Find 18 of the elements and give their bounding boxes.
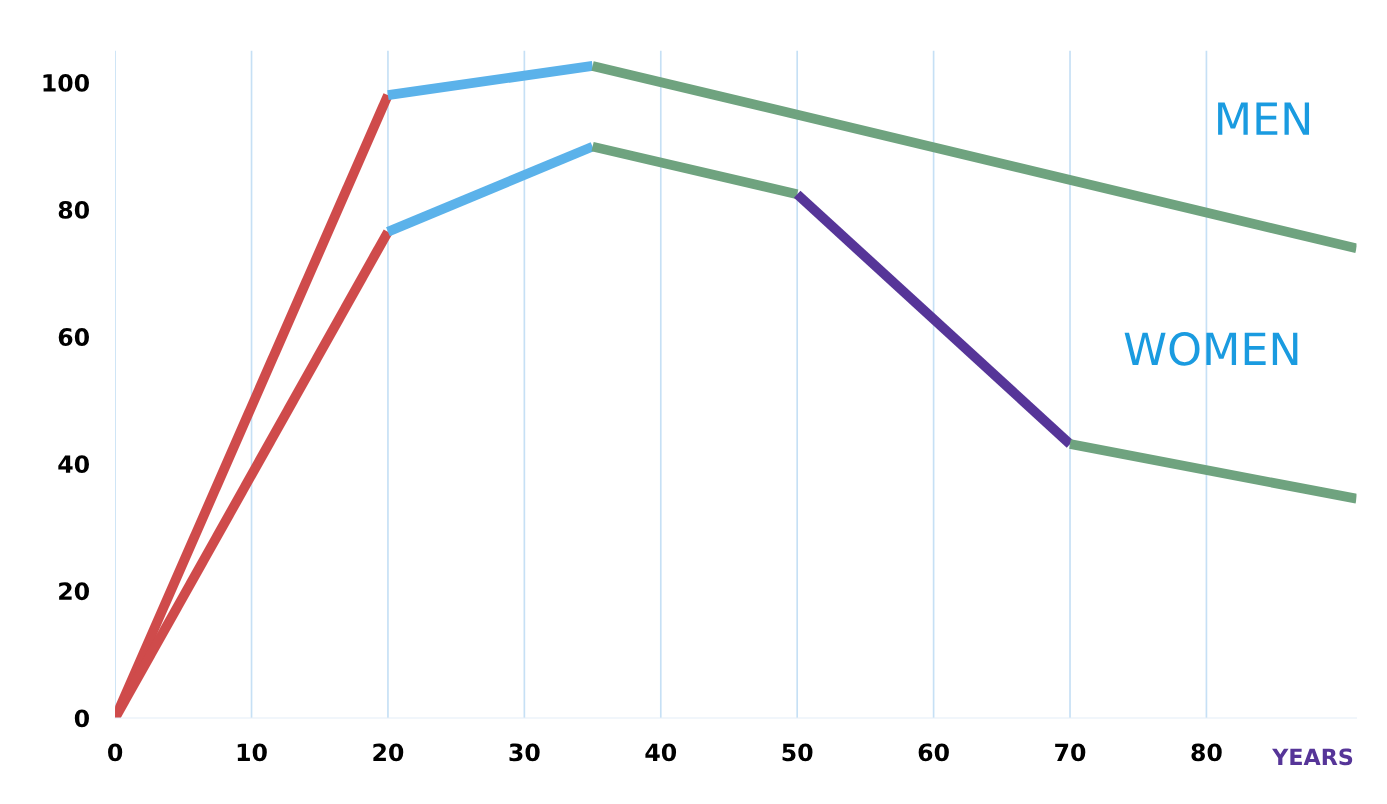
x-tick-label: 20 (373, 743, 404, 762)
y-tick-label: 80 (58, 200, 89, 219)
x-tick-label: 10 (237, 743, 267, 762)
y-tick-label: 100 (43, 73, 89, 92)
y-tick-label: 60 (58, 328, 89, 346)
y-tick-label: 40 (58, 455, 89, 474)
x-tick-label: 0 (108, 743, 123, 762)
x-tick-label: 80 (1191, 743, 1222, 762)
annotation: MEN (1218, 102, 1310, 135)
x-tick-label: 40 (645, 743, 677, 762)
x-tick-label: 30 (509, 743, 540, 762)
x-tick-label: 60 (918, 743, 949, 762)
x-axis-title: YEARS (1272, 748, 1353, 766)
x-tick-label: 70 (1055, 743, 1086, 762)
y-tick-label: 0 (74, 709, 89, 728)
annotation: WOMEN (1124, 332, 1298, 366)
y-tick-label: 20 (59, 582, 89, 601)
x-tick-label: 50 (782, 743, 813, 762)
